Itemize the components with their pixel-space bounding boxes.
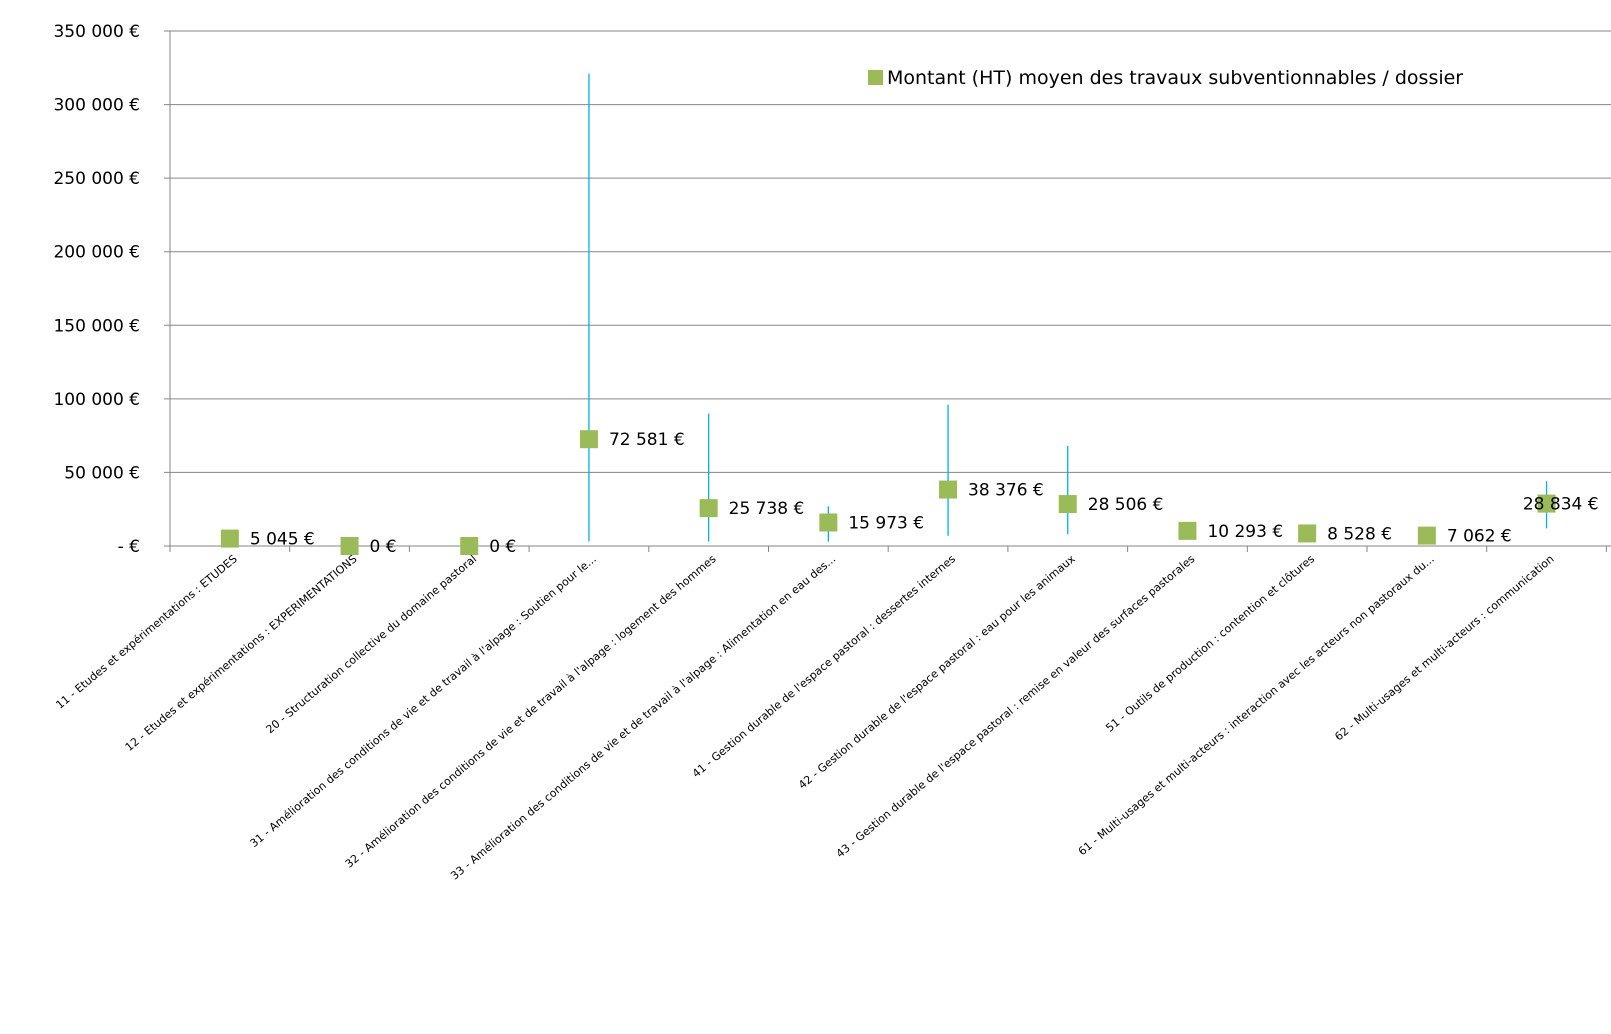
data-label: 8 528 € xyxy=(1327,524,1392,544)
data-label: 0 € xyxy=(489,537,516,557)
x-tick-label: 42 - Gestion durable de l'espace pastora… xyxy=(796,552,1078,792)
data-point xyxy=(700,499,718,517)
data-label: 25 738 € xyxy=(729,499,805,519)
x-tick-label: 51 - Outils de production : contention e… xyxy=(1103,552,1317,734)
data-label: 28 506 € xyxy=(1088,495,1164,515)
x-axis: 11 - Etudes et expérimentations : ETUDES… xyxy=(53,546,1606,883)
data-label: 7 062 € xyxy=(1447,527,1512,547)
x-tick-label: 33 - Amélioration des conditions de vie … xyxy=(448,552,838,882)
data-point xyxy=(1418,527,1436,545)
y-tick-label: 350 000 € xyxy=(53,22,140,42)
legend-label: Montant (HT) moyen des travaux subventio… xyxy=(887,67,1463,89)
range-bars xyxy=(589,74,1547,542)
y-tick-label: 200 000 € xyxy=(53,243,140,263)
data-point xyxy=(460,537,478,555)
data-point xyxy=(1178,522,1196,540)
data-point xyxy=(1059,495,1077,513)
data-label: 0 € xyxy=(370,537,397,557)
data-label: 15 973 € xyxy=(848,513,924,533)
data-label: 5 045 € xyxy=(250,530,315,550)
data-label: 72 581 € xyxy=(609,430,685,450)
legend: Montant (HT) moyen des travaux subventio… xyxy=(868,67,1463,89)
x-tick-label: 41 - Gestion durable de l'espace pastora… xyxy=(690,552,958,780)
data-point xyxy=(221,530,239,548)
y-tick-label: 50 000 € xyxy=(64,463,140,483)
data-label: 10 293 € xyxy=(1207,522,1283,542)
y-tick-label: 250 000 € xyxy=(53,169,140,189)
data-label: 28 834 € xyxy=(1523,495,1599,515)
legend-swatch xyxy=(868,70,883,85)
x-tick-label: 32 - Amélioration des conditions de vie … xyxy=(343,552,719,870)
data-point xyxy=(341,537,359,555)
x-tick-label: 12 - Etudes et expérimentations : EXPERI… xyxy=(123,552,360,754)
x-tick-label: 62 - Multi-usages et multi-acteurs : com… xyxy=(1332,552,1556,743)
y-tick-label: - € xyxy=(118,537,140,557)
data-label: 38 376 € xyxy=(968,481,1044,501)
y-axis: - € 50 000 € 100 000 € 150 000 € 200 000 € 25… xyxy=(53,22,170,557)
y-tick-label: 100 000 € xyxy=(53,390,140,410)
data-point xyxy=(939,481,957,499)
x-tick-label: 11 - Etudes et expérimentations : ETUDES xyxy=(53,552,239,711)
data-point xyxy=(1298,524,1316,542)
x-tick-label: 20 - Structuration collective du domaine… xyxy=(264,552,480,736)
data-labels: 5 045 € 0 € 0 € 72 581 € 25 738 € 15 973 € 38 … xyxy=(250,430,1599,557)
gridlines xyxy=(164,31,1611,546)
y-tick-label: 300 000 € xyxy=(53,96,140,116)
y-tick-label: 150 000 € xyxy=(53,316,140,336)
data-point xyxy=(580,430,598,448)
data-point xyxy=(819,513,837,531)
